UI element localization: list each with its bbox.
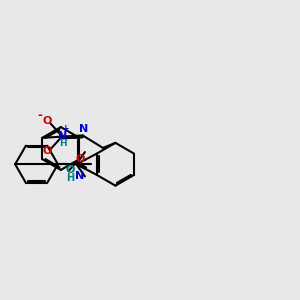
Text: N: N — [79, 124, 88, 134]
Text: N: N — [75, 171, 84, 181]
Text: +: + — [62, 124, 70, 134]
Text: O: O — [66, 165, 75, 175]
Text: O: O — [42, 116, 52, 127]
Text: H: H — [59, 139, 67, 148]
Text: O: O — [42, 146, 52, 156]
Text: N: N — [58, 131, 67, 141]
Text: H: H — [66, 173, 74, 183]
Text: -: - — [38, 109, 42, 122]
Text: O: O — [76, 154, 85, 164]
